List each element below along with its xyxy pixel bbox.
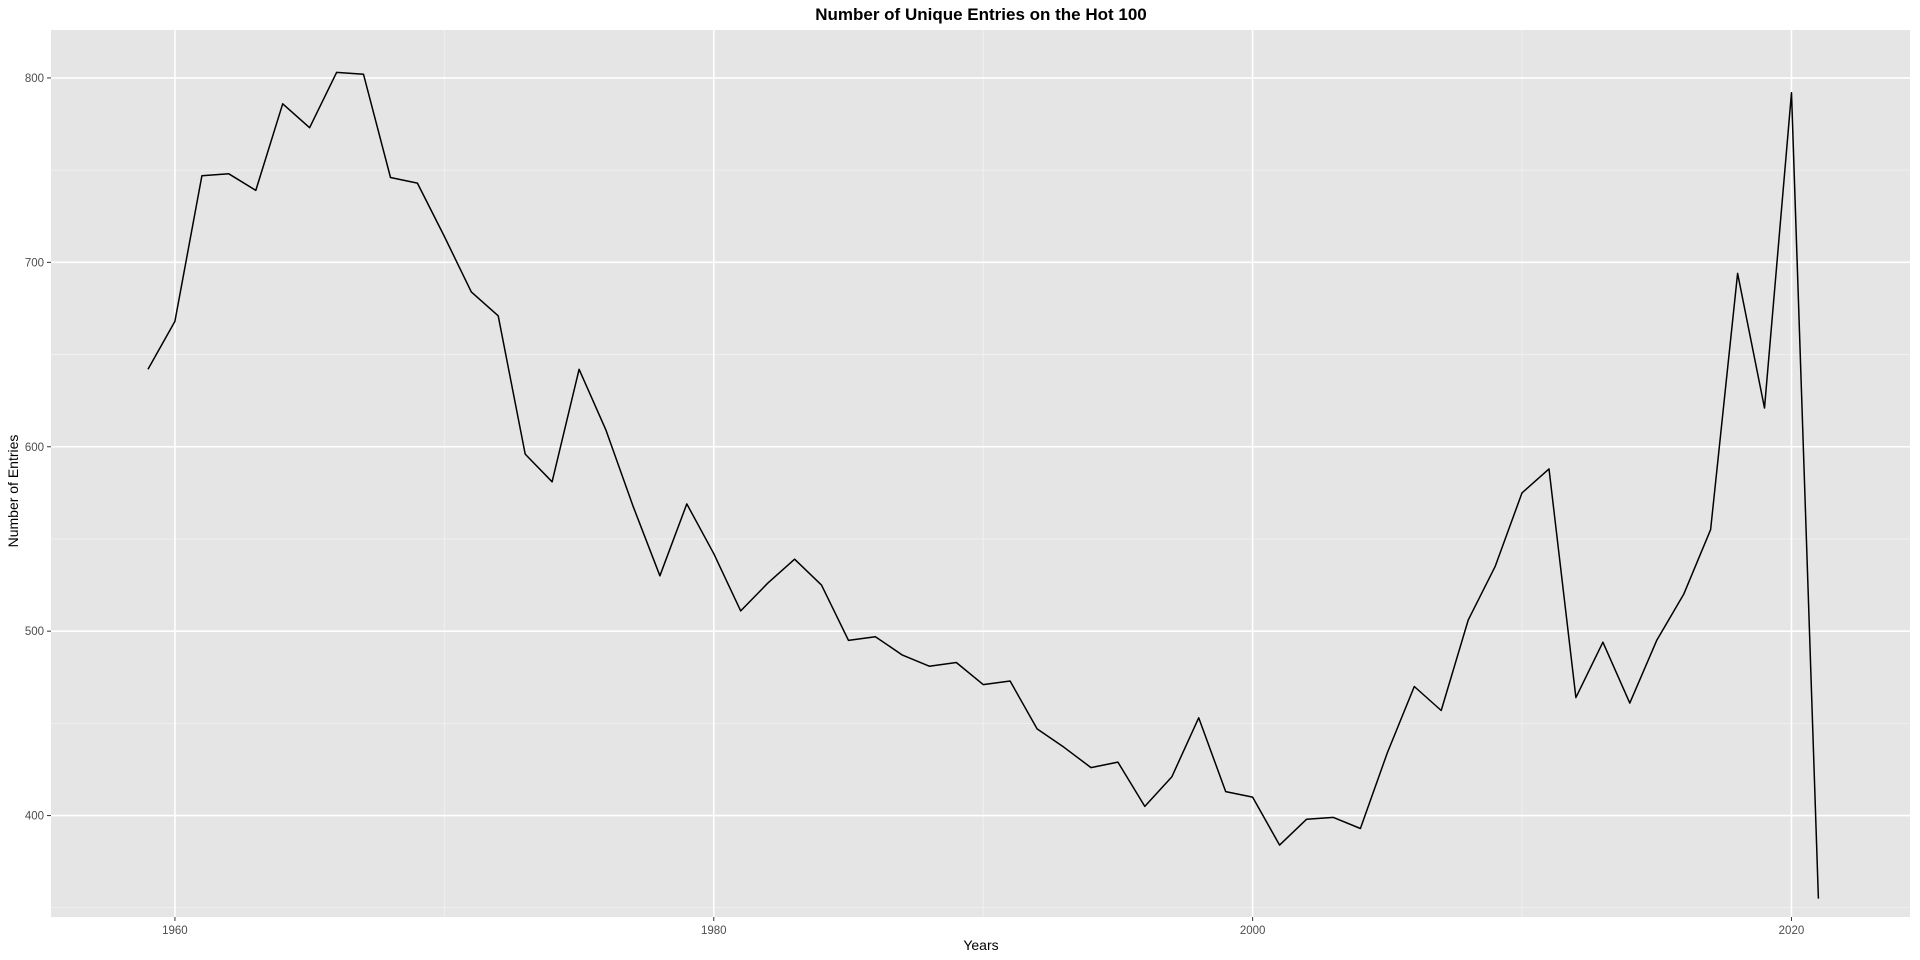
data-point — [468, 289, 474, 295]
data-point — [1007, 678, 1013, 684]
data-point — [603, 427, 609, 433]
data-point — [1250, 794, 1256, 800]
data-point — [334, 69, 340, 75]
data-point — [980, 682, 986, 688]
data-point — [1519, 490, 1525, 496]
data-point — [1438, 708, 1444, 714]
data-point — [1384, 750, 1390, 756]
data-point — [1681, 591, 1687, 597]
chart-title: Number of Unique Entries on the Hot 100 — [815, 5, 1147, 24]
minor-gridlines — [51, 30, 1910, 917]
data-point — [1815, 896, 1821, 902]
y-axis-title: Number of Entries — [5, 435, 21, 548]
y-tick-label: 500 — [25, 626, 44, 638]
data-point — [684, 501, 690, 507]
x-axis-title: Years — [963, 937, 998, 953]
axis-ticks — [47, 77, 1792, 921]
data-point — [1573, 695, 1579, 701]
data-point — [630, 503, 636, 509]
x-tick-label: 1960 — [162, 925, 188, 937]
data-point — [1169, 774, 1175, 780]
data-point — [1735, 270, 1741, 276]
series-group — [145, 69, 1821, 902]
data-point — [1223, 789, 1229, 795]
y-tick-label: 700 — [25, 257, 44, 269]
data-point — [280, 101, 286, 107]
data-point — [441, 234, 447, 240]
data-point — [576, 366, 582, 372]
y-tick-label: 800 — [25, 73, 44, 85]
data-point — [1789, 90, 1795, 96]
data-point — [792, 556, 798, 562]
data-point — [953, 660, 959, 666]
y-tick-label: 600 — [25, 442, 44, 454]
data-point — [872, 634, 878, 640]
data-point — [414, 180, 420, 186]
data-point — [1654, 637, 1660, 643]
data-point — [1357, 826, 1363, 832]
data-point — [307, 125, 313, 131]
data-point — [926, 663, 932, 669]
x-tick-label: 2000 — [1240, 925, 1266, 937]
data-point — [1411, 684, 1417, 690]
data-point — [388, 175, 394, 181]
data-point — [1142, 803, 1148, 809]
data-point — [738, 608, 744, 614]
data-point — [657, 573, 663, 579]
data-point — [522, 451, 528, 457]
data-point — [549, 479, 555, 485]
data-point — [495, 313, 501, 319]
x-tick-label: 2020 — [1779, 925, 1805, 937]
data-point — [1034, 726, 1040, 732]
data-point — [899, 652, 905, 658]
data-point — [1600, 639, 1606, 645]
major-gridlines — [51, 30, 1910, 917]
data-point — [765, 580, 771, 586]
data-point — [1762, 405, 1768, 411]
data-point — [846, 637, 852, 643]
data-point — [1277, 842, 1283, 848]
y-tick-label: 400 — [25, 811, 44, 823]
data-point — [361, 71, 367, 77]
data-point — [172, 318, 178, 324]
data-point — [819, 582, 825, 588]
data-point — [1546, 466, 1552, 472]
data-point — [1088, 765, 1094, 771]
data-point — [1304, 816, 1310, 822]
data-point — [711, 551, 717, 557]
x-tick-label: 1980 — [701, 925, 727, 937]
data-point — [226, 171, 232, 177]
data-point — [199, 173, 205, 179]
data-point — [1465, 617, 1471, 623]
data-point — [1330, 814, 1336, 820]
plot-panel — [51, 30, 1910, 917]
data-point — [1627, 700, 1633, 706]
data-point — [1492, 564, 1498, 570]
axis-tick-labels: 1960 1980 2000 2020 400 500 600 700 800 — [25, 73, 1804, 937]
data-point — [253, 187, 259, 193]
data-point — [1708, 527, 1714, 533]
data-point — [145, 366, 151, 372]
data-point — [1061, 744, 1067, 750]
series-line — [147, 71, 1820, 899]
data-point — [1196, 715, 1202, 721]
data-point — [1115, 759, 1121, 765]
